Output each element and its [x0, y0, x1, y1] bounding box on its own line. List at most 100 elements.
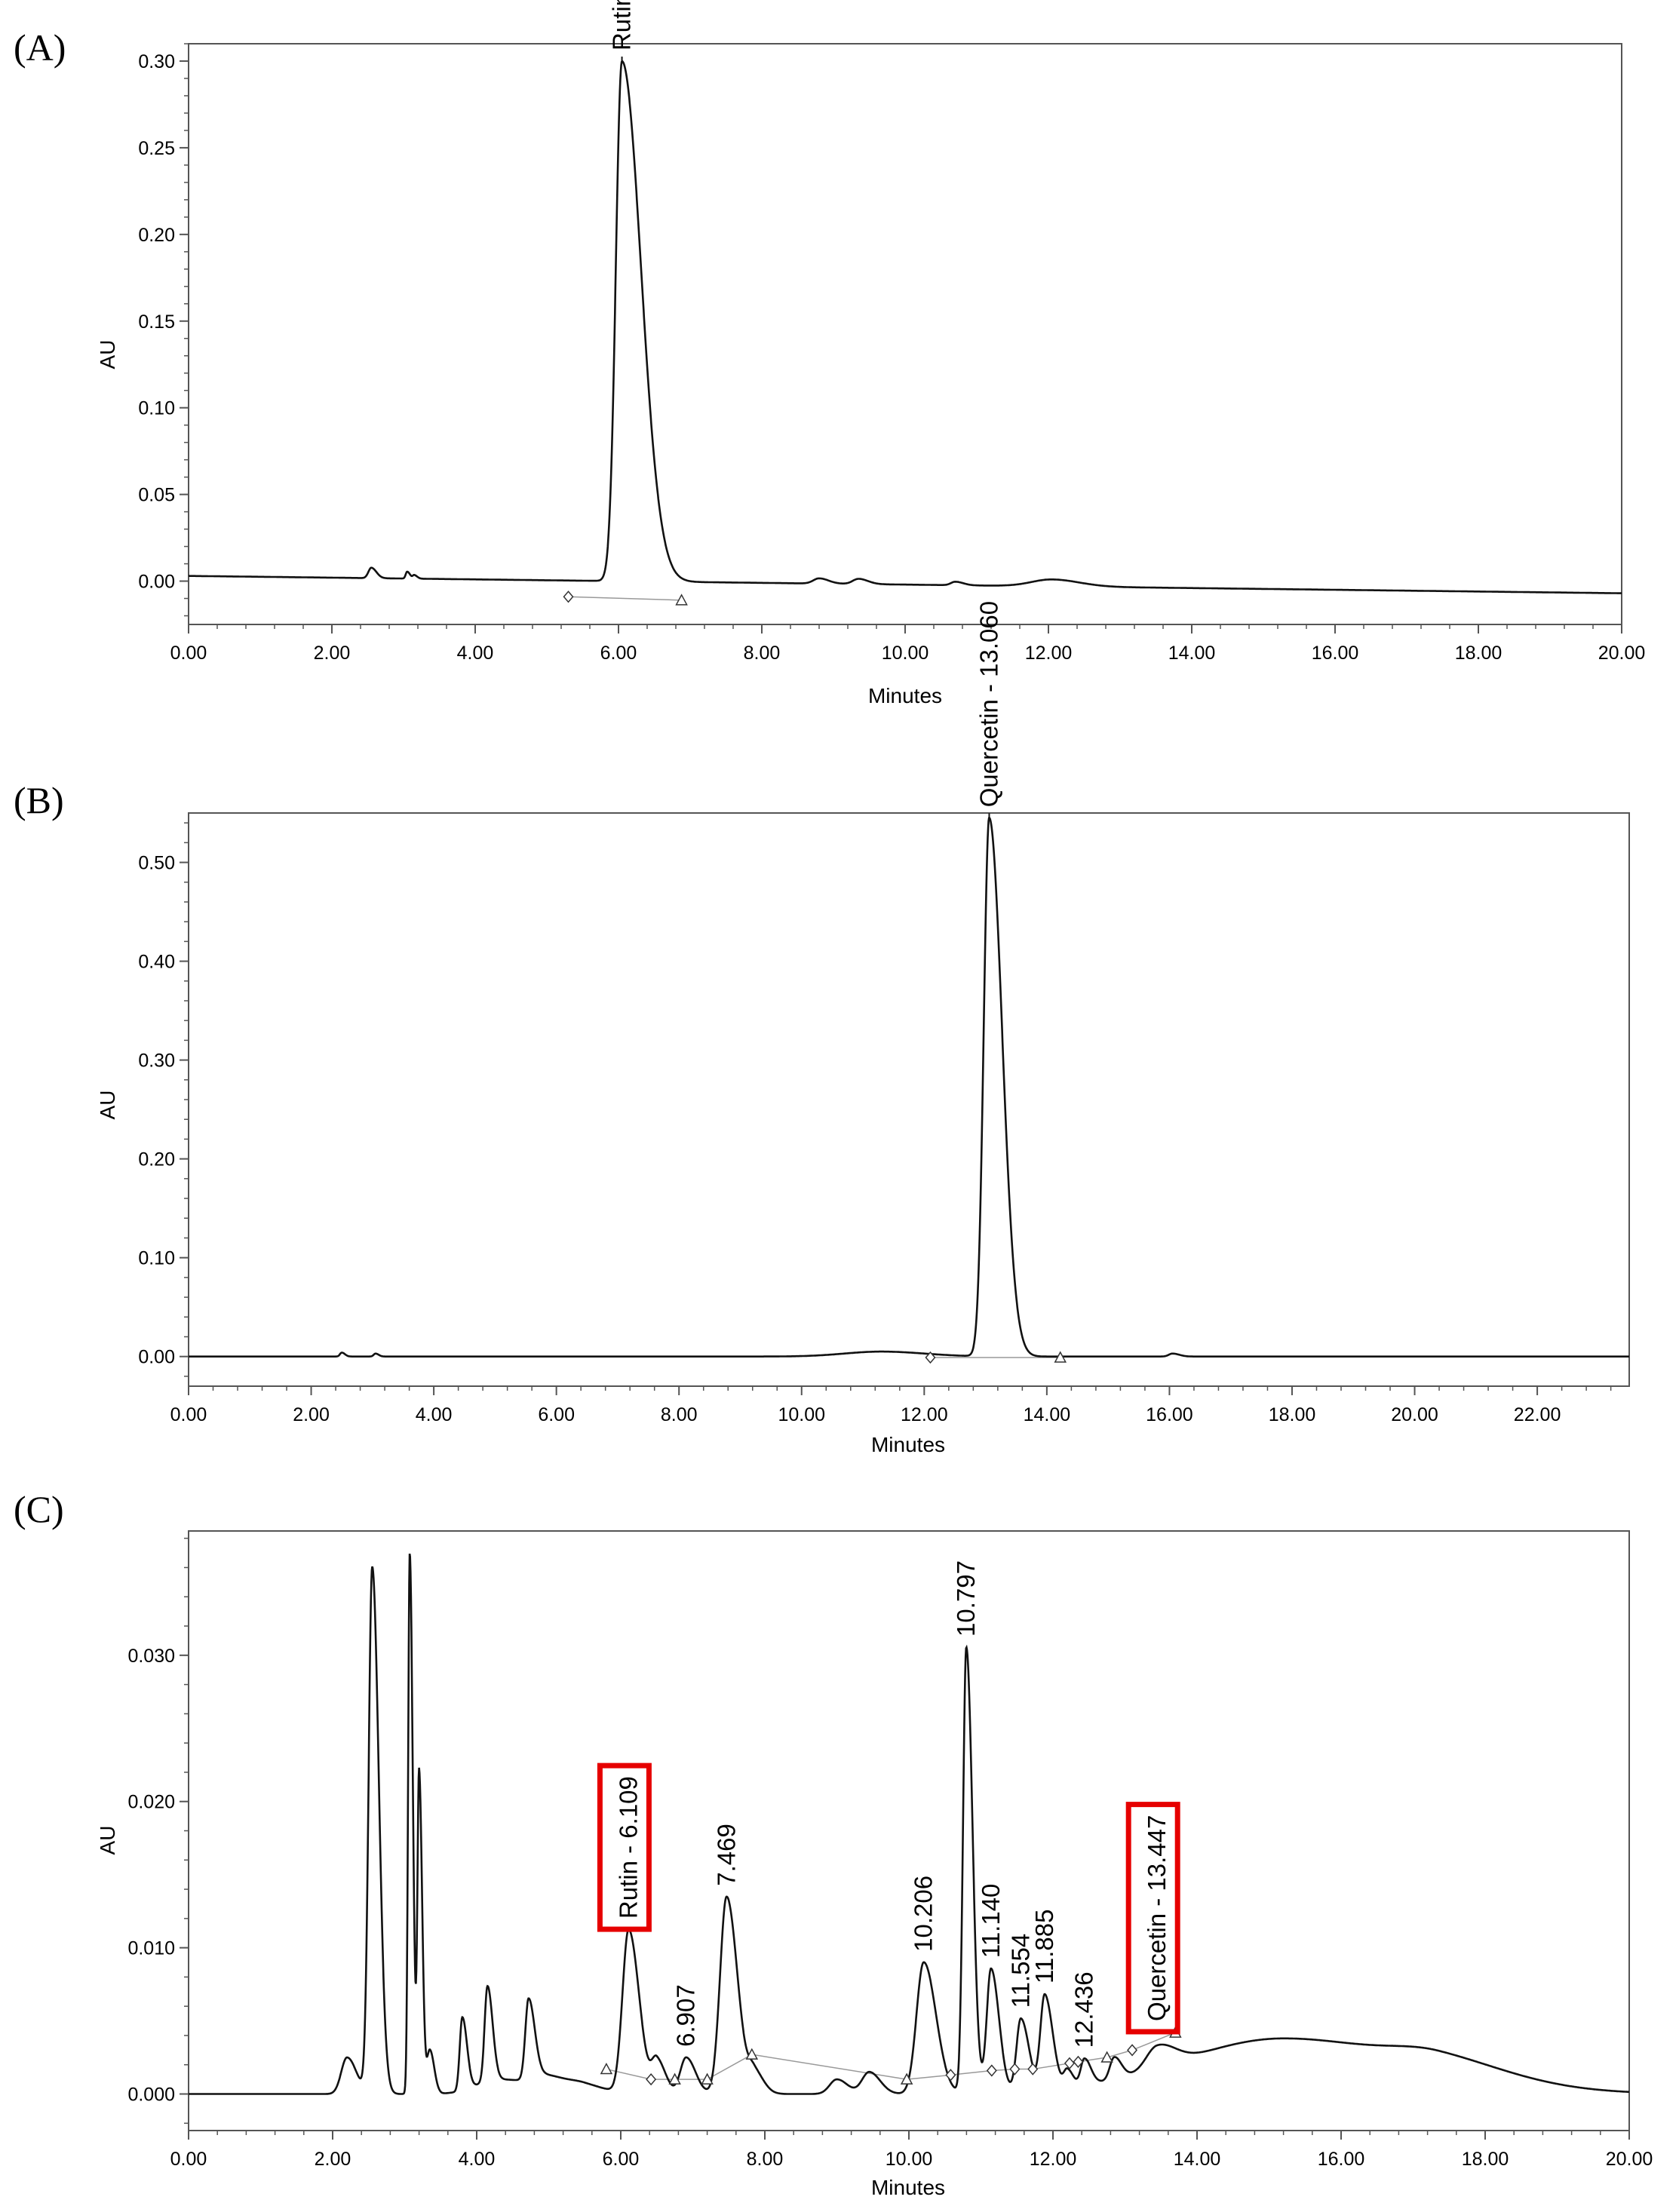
- y-tick-label: 0.25: [138, 138, 175, 159]
- y-axis-title: AU: [96, 1826, 119, 1855]
- x-tick-label: 2.00: [293, 1404, 330, 1425]
- highlight-box: [597, 1763, 652, 1932]
- x-tick-label: 20.00: [1391, 1404, 1438, 1425]
- peak-label: Quercetin - 13.060: [975, 601, 1002, 807]
- plot-frame: [188, 1530, 1630, 2131]
- y-tick-label: 0.05: [138, 485, 175, 506]
- x-tick-label: 0.00: [170, 643, 207, 664]
- peak-start-marker: [1127, 2044, 1138, 2057]
- x-tick-label: 20.00: [1606, 2149, 1653, 2170]
- y-tick-label: 0.50: [138, 853, 175, 874]
- peak-end-marker: [1100, 2051, 1113, 2063]
- integration-baseline: [950, 2069, 992, 2076]
- y-tick-label: 0.00: [138, 572, 175, 593]
- peak-start-marker: [945, 2069, 956, 2082]
- x-axis: 0.00 2.00 4.00 6.00 8.00 10.00 12.00 14.00 16.00…: [170, 624, 1646, 664]
- x-tick-label: 18.00: [1455, 643, 1503, 664]
- panel-label-b: (B): [14, 779, 64, 821]
- peak-label: Rutin - 6.048: [608, 0, 636, 51]
- chromatogram-panel-c: 0.000 0.010 0.020 0.030 0.00 2.00 4.00 6.00 8.0…: [96, 1530, 1653, 2199]
- x-tick-label: 8.00: [661, 1404, 698, 1425]
- x-tick-label: 20.00: [1598, 643, 1646, 664]
- peak-start-marker: [1027, 2063, 1039, 2075]
- x-tick-label: 14.00: [1024, 1404, 1071, 1425]
- x-tick-label: 22.00: [1514, 1404, 1561, 1425]
- integration-baseline: [707, 2054, 753, 2080]
- x-tick-label: 2.00: [315, 2149, 351, 2170]
- plot-frame: [188, 43, 1622, 625]
- peak-labels: Quercetin - 13.060: [975, 601, 1002, 818]
- integration-baseline: [606, 2068, 652, 2080]
- x-tick-label: 12.00: [1025, 643, 1073, 664]
- integration-markers: [563, 591, 688, 606]
- x-tick-label: 8.00: [744, 643, 781, 664]
- y-axis: 0.000 0.010 0.020 0.030: [127, 1537, 189, 2125]
- peak-label: 11.554: [1006, 1934, 1034, 2008]
- x-tick-label: 12.00: [901, 1404, 948, 1425]
- y-tick-label: 0.010: [127, 1938, 175, 1959]
- x-tick-label: 8.00: [747, 2149, 784, 2170]
- integration-baselines: [568, 596, 682, 601]
- integration-baseline: [1033, 2063, 1070, 2070]
- x-tick-label: 0.00: [170, 1404, 207, 1425]
- x-axis-title: Minutes: [868, 684, 942, 707]
- x-tick-label: 10.00: [886, 2149, 933, 2170]
- plot-frame: [188, 812, 1630, 1387]
- x-tick-label: 6.00: [538, 1404, 575, 1425]
- y-tick-label: 0.30: [138, 1051, 175, 1072]
- peak-end-marker: [701, 2072, 714, 2085]
- y-tick-label: 0.10: [138, 398, 175, 419]
- peak-start-marker: [925, 1351, 936, 1364]
- integration-markers: [925, 1351, 1067, 1364]
- peak-label: 6.907: [672, 1984, 700, 2047]
- integration-baseline: [1131, 2032, 1176, 2051]
- integration-baseline: [907, 2074, 951, 2080]
- peak-end-marker: [1054, 1351, 1067, 1363]
- highlight-box: [1125, 1802, 1180, 2035]
- x-tick-label: 4.00: [416, 1404, 453, 1425]
- x-axis: 0.00 2.00 4.00 6.00 8.00 10.00 12.00 14.00 16.00…: [170, 2131, 1653, 2170]
- y-tick-label: 0.30: [138, 51, 175, 72]
- x-tick-label: 14.00: [1168, 643, 1216, 664]
- peak-end-marker: [675, 594, 688, 606]
- x-tick-label: 16.00: [1146, 1404, 1193, 1425]
- peak-label: Rutin - 6.109: [614, 1776, 642, 1919]
- peak-label: 10.206: [910, 1876, 938, 1952]
- y-axis-title: AU: [96, 340, 119, 370]
- peak-end-marker: [900, 2072, 913, 2085]
- y-axis: 0.00 0.10 0.20 0.30 0.40 0.50: [138, 822, 189, 1377]
- y-tick-label: 0.10: [138, 1248, 175, 1269]
- chromatogram-panel-a: 0.00 0.05 0.10 0.15 0.20 0.25 0.30 0.00 2.00 4.0…: [96, 0, 1645, 707]
- y-axis: 0.00 0.05 0.10 0.15 0.20 0.25 0.30: [138, 43, 189, 617]
- x-tick-label: 14.00: [1174, 2149, 1221, 2170]
- y-tick-label: 0.20: [138, 225, 175, 246]
- peak-label: Quercetin - 13.447: [1143, 1815, 1171, 2021]
- peak-start-marker: [986, 2064, 997, 2077]
- peak-label: 7.469: [712, 1824, 740, 1886]
- peak-labels: Rutin - 6.109 6.907 7.469 10.206 10.797 11.14…: [597, 1560, 1180, 2048]
- peak-start-marker: [646, 2072, 657, 2086]
- peak-label: 12.436: [1070, 1971, 1098, 2048]
- y-axis-title: AU: [96, 1091, 119, 1120]
- x-axis: 0.00 2.00 4.00 6.00 8.00 10.00 12.00 14.00 16.00…: [170, 1386, 1612, 1425]
- y-tick-label: 0.15: [138, 311, 175, 333]
- x-axis-title: Minutes: [871, 1433, 945, 1456]
- y-tick-label: 0.00: [138, 1347, 175, 1368]
- panel-label-c: (C): [14, 1488, 64, 1530]
- x-tick-label: 18.00: [1269, 1404, 1316, 1425]
- peak-end-marker: [600, 2062, 613, 2075]
- x-axis-title: Minutes: [871, 2176, 945, 2199]
- peak-end-marker: [668, 2072, 681, 2085]
- x-tick-label: 10.00: [882, 643, 929, 664]
- peak-label: 10.797: [952, 1560, 980, 1637]
- y-tick-label: 0.020: [127, 1792, 175, 1813]
- integration-baseline: [568, 596, 682, 601]
- integration-baseline: [751, 2054, 907, 2080]
- x-tick-label: 0.00: [170, 2149, 207, 2170]
- x-tick-label: 6.00: [603, 2149, 640, 2170]
- y-tick-label: 0.030: [127, 1646, 175, 1667]
- y-tick-label: 0.20: [138, 1149, 175, 1170]
- chromatogram-trace: [189, 816, 1629, 1358]
- peak-labels: Rutin - 6.048: [608, 0, 636, 62]
